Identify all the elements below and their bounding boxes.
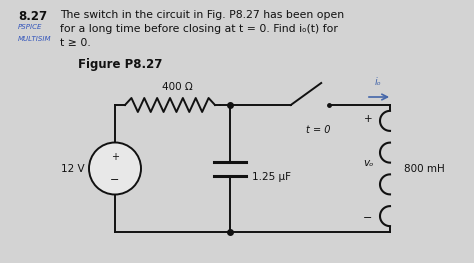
Text: MULTISIM: MULTISIM	[18, 36, 52, 42]
Text: 400 Ω: 400 Ω	[162, 82, 193, 92]
Text: for a long time before closing at t = 0. Find iₒ(t) for: for a long time before closing at t = 0.…	[60, 24, 338, 34]
Text: t = 0: t = 0	[306, 125, 330, 135]
Text: t ≥ 0.: t ≥ 0.	[60, 38, 91, 48]
Text: +: +	[111, 153, 119, 163]
Text: 1.25 μF: 1.25 μF	[252, 171, 291, 181]
Text: 12 V: 12 V	[61, 164, 85, 174]
Text: The switch in the circuit in Fig. P8.27 has been open: The switch in the circuit in Fig. P8.27 …	[60, 10, 344, 20]
Text: −: −	[363, 213, 373, 223]
Text: 8.27: 8.27	[18, 10, 47, 23]
Text: iₒ: iₒ	[374, 77, 382, 87]
Text: +: +	[364, 114, 372, 124]
Text: vₒ: vₒ	[363, 159, 373, 169]
Text: −: −	[110, 174, 120, 185]
Text: Figure P8.27: Figure P8.27	[78, 58, 163, 71]
Text: PSPICE: PSPICE	[18, 24, 42, 30]
Circle shape	[89, 143, 141, 195]
Text: 800 mH: 800 mH	[404, 164, 445, 174]
